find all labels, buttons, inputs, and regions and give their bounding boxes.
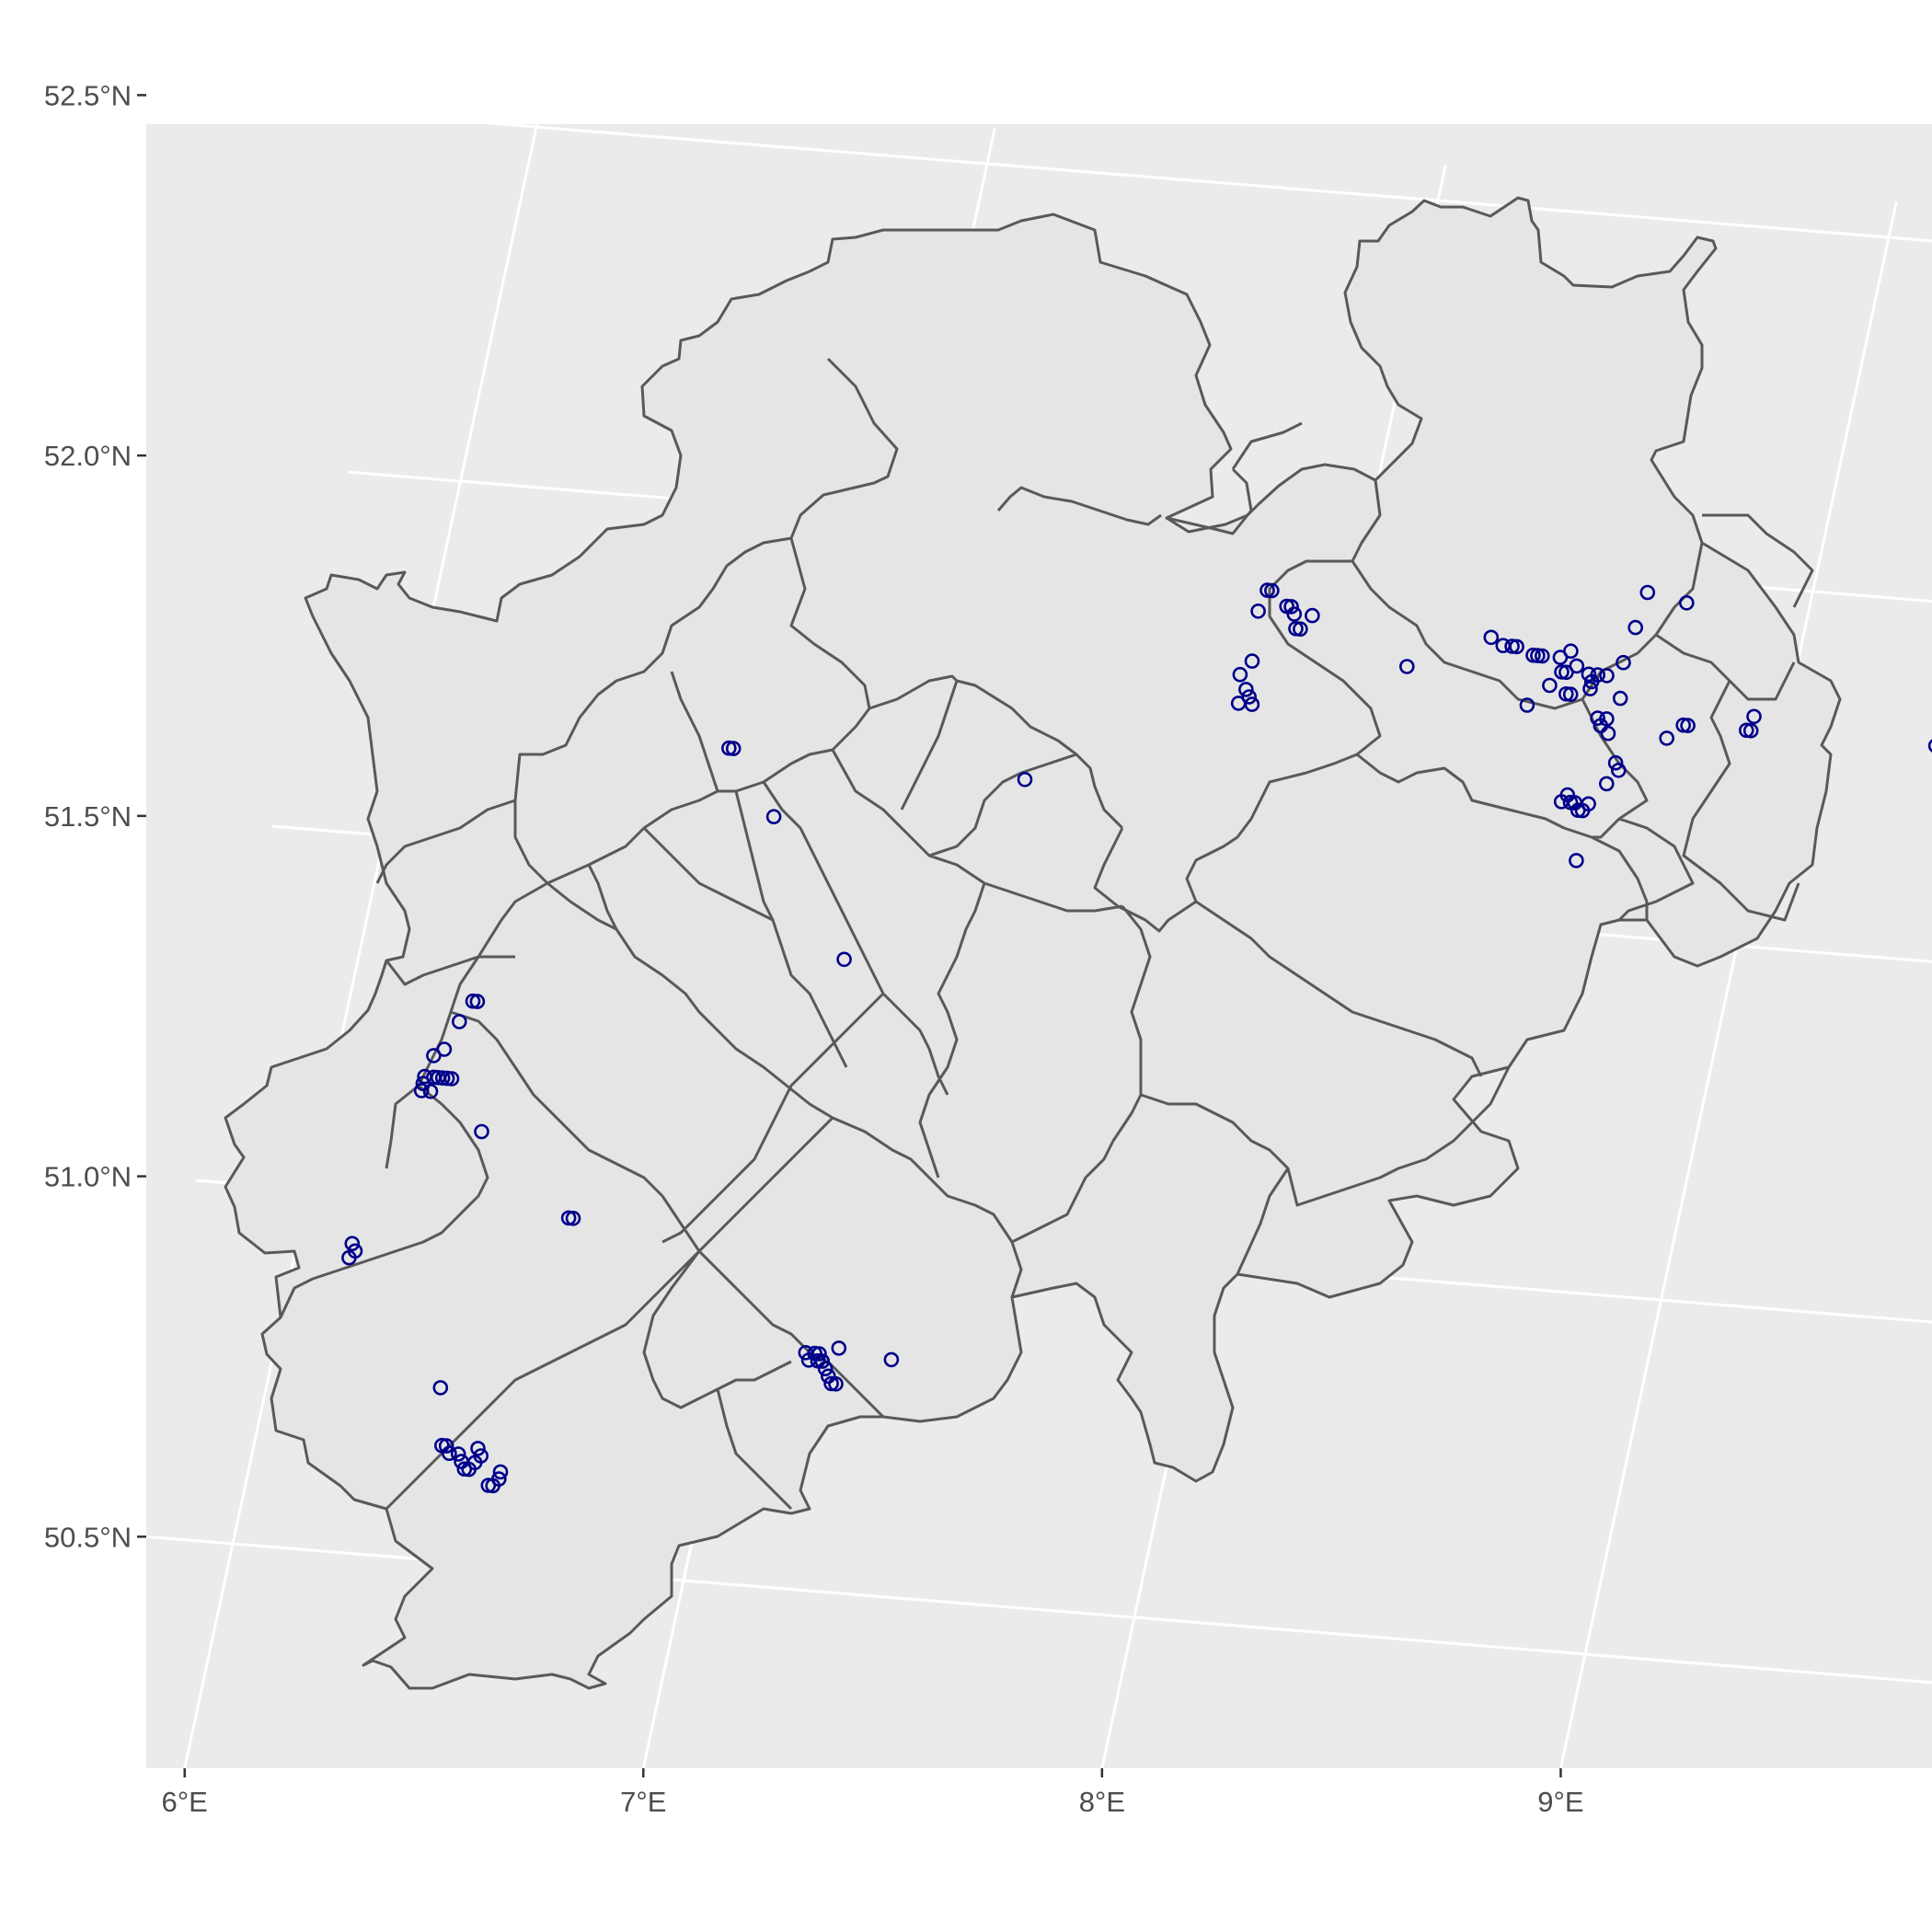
observation-point xyxy=(465,993,481,1009)
observation-point xyxy=(341,1249,357,1266)
observation-point xyxy=(450,1446,466,1462)
parallel-line xyxy=(485,124,1932,243)
observation-point xyxy=(1519,697,1535,713)
observation-point xyxy=(765,809,782,825)
observation-point xyxy=(413,1083,430,1098)
observation-point xyxy=(1283,599,1299,615)
observation-point xyxy=(470,1441,486,1456)
observation-point xyxy=(1599,776,1615,792)
observation-point xyxy=(1569,853,1584,868)
observation-point xyxy=(1616,654,1631,671)
observation-point xyxy=(1746,708,1762,725)
observation-point xyxy=(1599,668,1615,684)
x-axis-tick-label: 6°E xyxy=(162,1786,208,1818)
y-axis-tick-label: 50.5°N xyxy=(44,1521,132,1553)
axes: 6°E 7°E 8°E 9°E 50.5°N 51.0°N 51.5°N 52.0°N 52.5… xyxy=(44,79,1584,1818)
observation-point xyxy=(1742,722,1759,739)
observation-point xyxy=(490,1471,507,1487)
observation-point xyxy=(1238,682,1254,697)
y-axis-tick-label: 52.5°N xyxy=(44,79,132,111)
observation-point xyxy=(1581,666,1597,683)
observation-point xyxy=(451,1014,467,1029)
observation-point xyxy=(474,1123,489,1140)
observation-point xyxy=(1483,629,1500,646)
observation-point xyxy=(438,1438,454,1454)
observation-points xyxy=(341,582,1932,1494)
observation-point xyxy=(344,1236,361,1251)
observation-point xyxy=(1509,638,1524,655)
observation-point xyxy=(1305,607,1320,624)
observation-point xyxy=(1600,725,1616,742)
observation-point xyxy=(1563,643,1579,660)
district-boundaries xyxy=(224,196,1842,1690)
observation-point xyxy=(817,1361,834,1376)
observation-point xyxy=(565,1211,581,1226)
x-axis-tick-label: 7°E xyxy=(620,1786,666,1818)
observation-point xyxy=(1244,653,1260,669)
observation-point xyxy=(1590,667,1605,683)
observation-point xyxy=(442,1445,457,1461)
observation-point xyxy=(811,1346,827,1362)
observation-point xyxy=(1293,621,1308,638)
observation-point xyxy=(1535,648,1550,664)
observation-point xyxy=(814,1353,831,1369)
observation-point xyxy=(1927,739,1932,753)
observation-point xyxy=(820,1368,836,1385)
observation-point xyxy=(1612,690,1628,707)
district-lines xyxy=(279,357,1814,1511)
meridian-line xyxy=(1558,201,1898,1768)
observation-point xyxy=(725,741,742,756)
observation-point xyxy=(492,1464,509,1480)
observation-point xyxy=(1679,594,1695,611)
observation-point xyxy=(1639,584,1656,601)
meridian-line xyxy=(183,124,539,1768)
observation-point xyxy=(1659,730,1674,746)
observation-point xyxy=(1250,603,1266,619)
observation-point xyxy=(828,1376,844,1392)
observation-point xyxy=(1581,796,1596,812)
observation-point xyxy=(1264,582,1280,599)
observation-point xyxy=(1590,710,1605,726)
observation-point xyxy=(422,1084,439,1099)
observation-point xyxy=(1017,771,1033,788)
y-axis-tick-label: 51.5°N xyxy=(44,800,132,833)
observation-point xyxy=(1582,681,1598,696)
x-axis-tick-label: 9°E xyxy=(1537,1786,1583,1818)
observation-point xyxy=(1286,606,1303,622)
y-axis-tick-label: 52.0°N xyxy=(44,440,132,472)
observation-point xyxy=(426,1048,442,1064)
observation-point xyxy=(1558,664,1574,681)
observation-point xyxy=(432,1380,449,1396)
observation-point xyxy=(1607,754,1624,771)
observation-point xyxy=(1627,619,1643,636)
y-axis-tick-label: 51.0°N xyxy=(44,1161,132,1193)
observation-point xyxy=(1611,762,1627,778)
observation-point xyxy=(1562,686,1579,703)
observation-point xyxy=(1230,696,1247,711)
state-outline xyxy=(224,196,1842,1690)
observation-point xyxy=(1542,677,1558,694)
observation-point xyxy=(1232,666,1248,683)
observation-point xyxy=(831,1340,847,1356)
x-axis-tick-label: 8°E xyxy=(1079,1786,1125,1818)
observation-point xyxy=(883,1351,900,1368)
observation-point xyxy=(443,1071,460,1087)
observation-point xyxy=(1399,659,1415,674)
observation-point xyxy=(473,1448,489,1464)
observation-point xyxy=(1599,711,1615,727)
observation-point xyxy=(1680,718,1696,733)
observation-point xyxy=(836,951,852,968)
